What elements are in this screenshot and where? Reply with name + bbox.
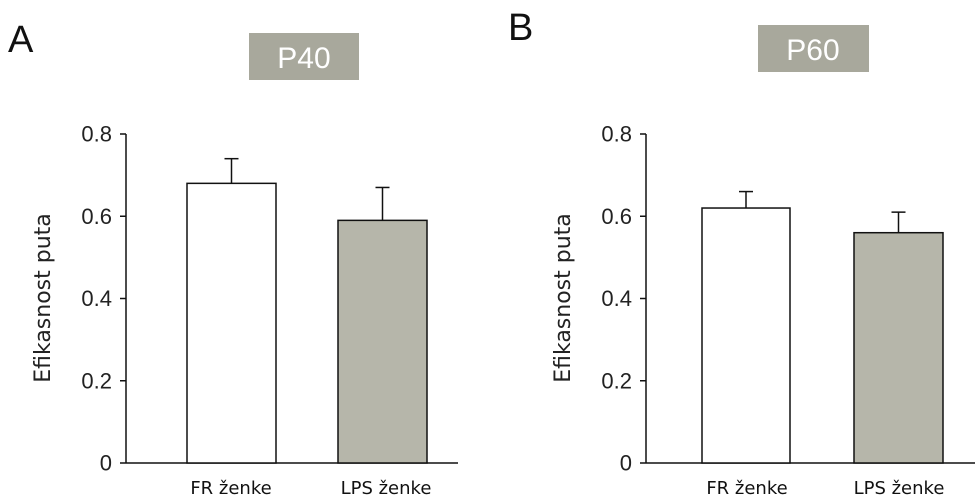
panel-b-ytick-label-1: 0.2: [601, 368, 632, 393]
panel-b-ytick-4: 0.8: [601, 122, 646, 147]
panel-b-bar-lps: [853, 231, 944, 464]
panel-b: B P60 Efikasnost puta 0 0.2 0.4 0.6 0.8 …: [508, 7, 975, 499]
panel-b-ylabel: Efikasnost puta: [551, 213, 576, 383]
panel-a-title: P40: [277, 42, 330, 75]
panel-a-ytick-1: 0.2: [81, 368, 126, 393]
panel-a-category-lps: LPS ženke: [341, 478, 432, 499]
panel-a-letter: A: [8, 19, 34, 61]
panel-a-ytick-2: 0.4: [81, 286, 126, 311]
panel-b-ytick-3: 0.6: [601, 204, 646, 229]
panel-a: A P40 Efikasnost puta 0 0.2 0.4 0.6 0.8 …: [8, 19, 458, 499]
panel-a-title-box: [249, 33, 359, 80]
panel-a-ytick-label-1: 0.2: [81, 368, 112, 393]
panel-a-bar-fr: [186, 182, 277, 464]
panel-a-bar-lps: [337, 219, 428, 464]
panel-b-title: P60: [786, 34, 839, 67]
panel-b-ytick-0: 0: [620, 451, 646, 476]
panel-b-ytick-label-0: 0: [620, 451, 632, 476]
panel-a-ylabel: Efikasnost puta: [31, 213, 56, 383]
panel-a-ytick-label-3: 0.6: [81, 204, 112, 229]
panel-b-ytick-2: 0.4: [601, 286, 646, 311]
panel-a-y-ticks: 0 0.2 0.4 0.6 0.8: [81, 122, 126, 476]
panel-a-ytick-3: 0.6: [81, 204, 126, 229]
panel-a-ytick-4: 0.8: [81, 122, 126, 147]
panel-b-ytick-label-2: 0.4: [601, 286, 632, 311]
panel-a-ytick-0: 0: [100, 451, 126, 476]
panel-b-errorbar-fr: [739, 190, 753, 209]
panel-b-bar-fr: [701, 207, 791, 464]
panel-a-ytick-label-4: 0.8: [81, 122, 112, 147]
panel-b-ytick-1: 0.2: [601, 368, 646, 393]
panel-b-errorbar-lps: [891, 211, 906, 233]
panel-b-ytick-label-3: 0.6: [601, 204, 632, 229]
panel-b-category-fr: FR ženke: [706, 478, 787, 499]
panel-a-ytick-label-0: 0: [100, 451, 112, 476]
panel-a-errorbar-fr: [224, 157, 239, 184]
panel-a-category-fr: FR ženke: [190, 478, 271, 499]
panel-b-category-lps: LPS ženke: [854, 478, 945, 499]
panel-b-y-ticks: 0 0.2 0.4 0.6 0.8: [601, 122, 646, 476]
panel-a-errorbar-lps: [375, 186, 390, 221]
panel-a-ytick-label-2: 0.4: [81, 286, 112, 311]
panel-b-ytick-label-4: 0.8: [601, 122, 632, 147]
panel-b-title-box: [758, 25, 869, 72]
panel-b-letter: B: [508, 7, 533, 49]
